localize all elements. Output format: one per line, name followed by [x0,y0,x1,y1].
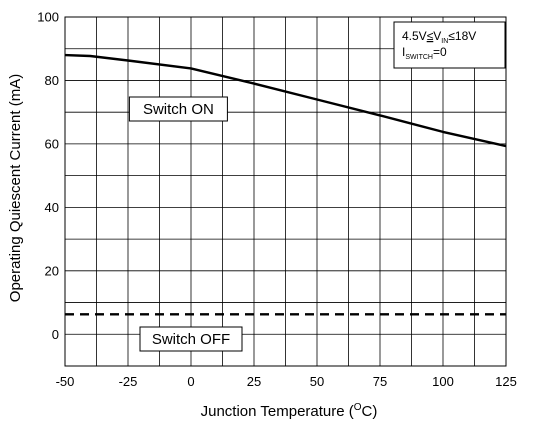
x-tick-label: -25 [119,374,138,389]
tick-labels: -50 -25 0 25 50 75 100 125 0 20 40 60 80 100 [37,10,517,390]
series-layer [64,53,507,316]
annotation-switch-on: Switch ON [128,96,228,122]
conditions-box-frame [393,21,506,69]
annotation-switch-off: Switch OFF [139,326,243,352]
conditions-box: 4.5V≤VIN≤18V ISWITCH=0 [393,21,506,69]
plot-frame [64,16,507,367]
y-tick-label: 60 [45,136,59,151]
condition-iswitch: ISWITCH=0 [402,45,447,61]
y-tick-label: 20 [45,263,59,278]
condition-vin-range: 4.5V≤VIN≤18V [402,29,476,45]
y-axis-label: Operating Quiescent Current (mA) [7,74,24,302]
x-tick-label: 0 [187,374,194,389]
y-tick-label: 0 [52,327,59,342]
y-tick-label: 80 [45,73,59,88]
annotation-switch-on-box [128,96,228,122]
x-tick-label: 125 [495,374,517,389]
annotation-switch-off-text: Switch OFF [152,331,230,348]
y-tick-label: 40 [45,200,59,215]
x-tick-label: 50 [310,374,324,389]
x-tick-label: -50 [56,374,75,389]
series-line-switch-on [64,53,507,148]
annotation-switch-off-box [139,326,243,352]
x-tick-label: 25 [247,374,261,389]
x-tick-label: 75 [373,374,387,389]
x-tick-label: 100 [432,374,454,389]
y-tick-label: 100 [37,10,59,25]
x-axis-label: Junction Temperature (OC) [201,402,378,420]
annotation-switch-on-text: Switch ON [143,101,214,118]
